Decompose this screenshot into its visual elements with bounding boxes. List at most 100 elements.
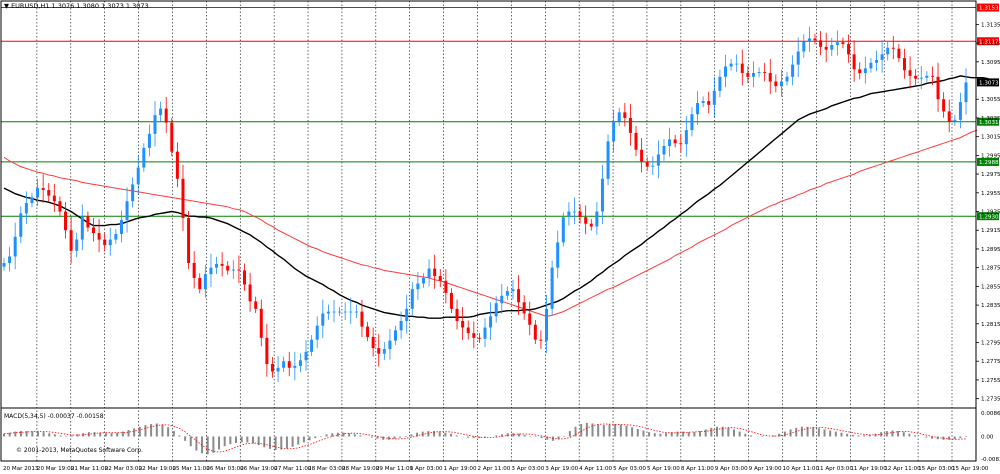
candle-body (494, 303, 498, 317)
level-label: 1.2930 (979, 214, 999, 220)
candle-body (589, 223, 593, 227)
candle-body (220, 263, 224, 266)
candle-body (640, 149, 644, 162)
candle-body (192, 262, 196, 278)
candle-body (41, 188, 45, 190)
candle-body (231, 269, 235, 271)
level-label: 1.3153 (979, 6, 999, 12)
candle-body (103, 239, 107, 246)
candle-body (310, 339, 314, 352)
moving-average-red (3, 129, 978, 317)
candle-body (125, 201, 129, 220)
candle-body (796, 51, 800, 65)
price-tick-label: 1.3035 (981, 116, 1000, 122)
candle-body (757, 72, 761, 74)
candle-body (119, 219, 123, 234)
candle-body (170, 122, 174, 152)
macd-label: MACD(5,34,5) -0.00037 -0.00158 (4, 413, 104, 420)
candle-body (209, 267, 213, 275)
candle-body (567, 211, 571, 218)
candle-body (505, 291, 509, 296)
candle-body (679, 143, 683, 145)
time-tick-label: 9 Apr 03:00 (715, 466, 748, 472)
candle-body (735, 63, 739, 65)
candle-body (824, 46, 828, 50)
candle-body (707, 101, 711, 105)
candle-body (64, 211, 68, 231)
price-tick-label: 1.2875 (981, 266, 1000, 272)
candle-body (617, 112, 621, 122)
level-tag (977, 212, 999, 221)
price-axis: 1.3135 1.3115 1.3095 1.3055 1.3035 1.3015 1.29… (976, 22, 1000, 463)
level-label: 1.3117 (979, 39, 999, 45)
price-tick-label: 1.2855 (981, 284, 1000, 290)
time-tick-label: 26 Mar 19:00 (240, 466, 278, 472)
candle-body (153, 115, 157, 134)
time-tick-label: 15 Apr 19:00 (952, 466, 989, 472)
level-label: 1.2988 (979, 160, 999, 166)
candle-body (360, 311, 364, 327)
candle-body (433, 268, 437, 277)
candle-body (108, 239, 112, 246)
time-tick-label: 1 Apr 03:00 (410, 466, 443, 472)
candle-body (942, 99, 946, 112)
candle-body (86, 216, 90, 228)
candle-body (131, 184, 135, 202)
candle-body (19, 213, 23, 237)
candle-body (919, 77, 923, 79)
candle-body (136, 167, 140, 185)
time-tick-label: 4 Apr 11:00 (579, 466, 612, 472)
candle-body (259, 308, 263, 338)
candle-body (421, 277, 425, 284)
price-tick-label: 1.3115 (981, 41, 1000, 47)
ma-line (3, 129, 978, 317)
price-tick-label: 1.2975 (981, 172, 1000, 178)
candle-body (858, 69, 862, 74)
candles (2, 26, 968, 383)
price-tick-label: 1.3015 (981, 135, 1000, 141)
price-tick-label: 1.2895 (981, 247, 1000, 253)
candle-body (8, 256, 12, 263)
candle-body (427, 268, 431, 278)
candle-body (673, 139, 677, 144)
candle-body (791, 64, 795, 77)
candle-body (533, 324, 537, 340)
candle-body (595, 211, 599, 227)
candle-body (489, 316, 493, 328)
candle-body (550, 267, 554, 309)
candle-body (371, 336, 375, 349)
time-tick-label: 22 Mar 19:00 (139, 466, 177, 472)
candle-body (606, 141, 610, 179)
candle-body (628, 117, 632, 133)
candle-body (187, 218, 191, 263)
candle-body (724, 66, 727, 77)
candle-body (813, 38, 817, 41)
candle-body (886, 47, 890, 55)
candle-body (930, 75, 934, 77)
price-tick-label: 1.2995 (981, 153, 1000, 159)
candle-body (472, 333, 476, 338)
candle-body (321, 313, 325, 326)
time-tick-label: 5 Apr 19:00 (647, 466, 680, 472)
candle-body (690, 114, 694, 131)
candle-body (181, 178, 185, 219)
candle-body (835, 42, 839, 45)
candle-body (416, 283, 420, 290)
candle-body (802, 41, 806, 52)
candle-body (925, 75, 929, 78)
candle-body (830, 44, 834, 50)
candle-body (293, 365, 297, 368)
candle-body (701, 101, 705, 103)
time-tick-label: 27 Mar 11:00 (274, 466, 312, 472)
time-tick-label: 11 Apr 19:00 (850, 466, 887, 472)
candle-body (254, 301, 258, 309)
candle-body (623, 112, 627, 118)
candle-body (696, 102, 700, 115)
candle-body (958, 102, 962, 120)
candle-body (304, 351, 308, 361)
time-tick-label: 1 Apr 19:00 (444, 466, 477, 472)
candle-body (399, 320, 403, 331)
candle-body (461, 320, 465, 328)
time-tick-label: 26 Mar 03:00 (206, 466, 244, 472)
